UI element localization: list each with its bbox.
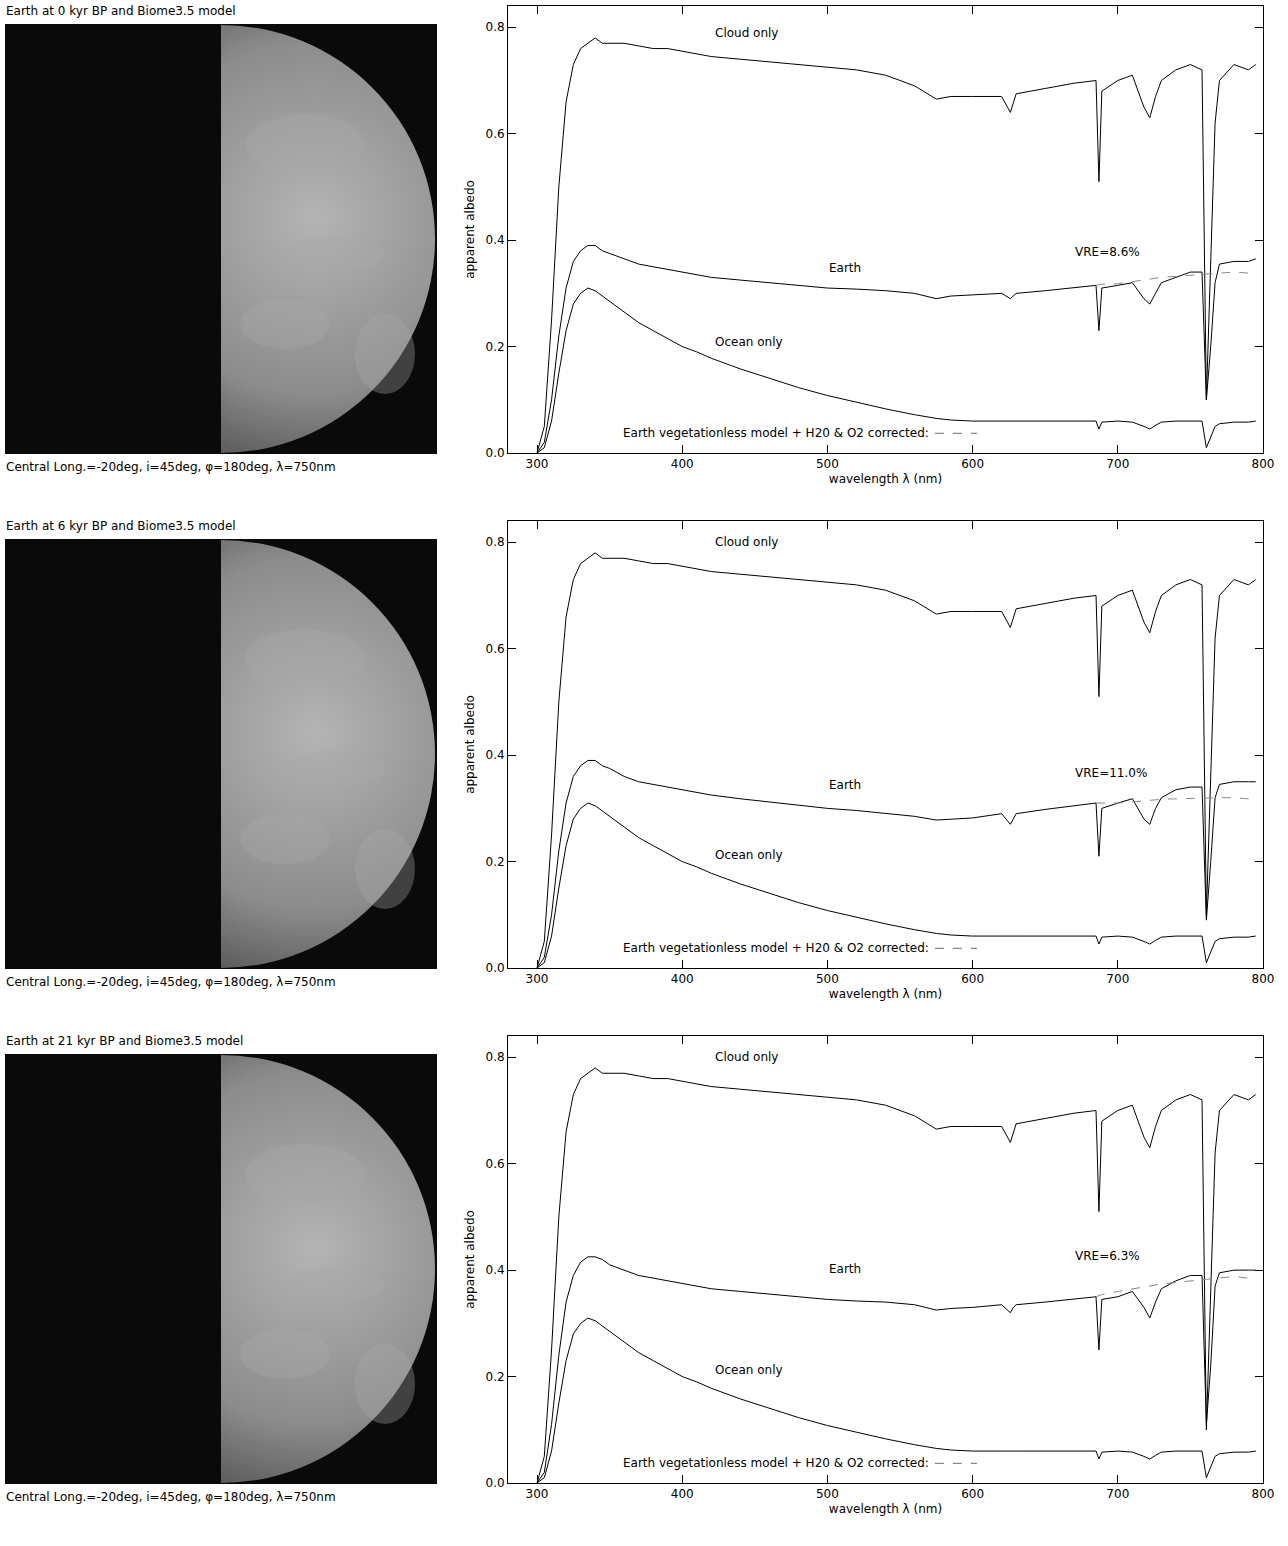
svg-text:Cloud only: Cloud only <box>715 1050 778 1064</box>
html-text:Central Long.=-20deg, i=45deg,: Central Long.=-20deg, i=45deg, φ=180deg,… <box>6 975 336 989</box>
svg-text:0.0: 0.0 <box>486 1476 505 1490</box>
svg-text:Earth: Earth <box>829 261 861 275</box>
svg-text:800: 800 <box>1252 1487 1275 1501</box>
svg-text:VRE=6.3%: VRE=6.3% <box>1075 1249 1140 1263</box>
svg-text:VRE=11.0%: VRE=11.0% <box>1075 766 1147 780</box>
svg-text:300: 300 <box>526 1487 549 1501</box>
svg-text:800: 800 <box>1252 457 1275 471</box>
svg-text:Earth: Earth <box>829 778 861 792</box>
svg-text:wavelength λ (nm): wavelength λ (nm) <box>829 987 942 1001</box>
svg-text:600: 600 <box>961 972 984 986</box>
svg-text:700: 700 <box>1106 972 1129 986</box>
svg-text:Ocean only: Ocean only <box>715 848 783 862</box>
svg-text:0.2: 0.2 <box>486 855 505 869</box>
svg-text:apparent albedo: apparent albedo <box>463 180 477 279</box>
svg-text:0.2: 0.2 <box>486 340 505 354</box>
html-text:Earth at 0 kyr BP and Biome3.5: Earth at 0 kyr BP and Biome3.5 model <box>6 4 236 18</box>
svg-text:0.6: 0.6 <box>486 1157 505 1171</box>
svg-text:300: 300 <box>526 457 549 471</box>
html-text:Earth at 6 kyr BP and Biome3.5: Earth at 6 kyr BP and Biome3.5 model <box>6 519 236 533</box>
svg-text:Earth vegetationless model + H: Earth vegetationless model + H20 & O2 co… <box>623 426 929 440</box>
svg-text:300: 300 <box>526 972 549 986</box>
svg-text:400: 400 <box>671 457 694 471</box>
html-text:Earth at 21 kyr BP and Biome3.: Earth at 21 kyr BP and Biome3.5 model <box>6 1034 244 1048</box>
svg-text:700: 700 <box>1106 1487 1129 1501</box>
svg-text:Earth vegetationless model + H: Earth vegetationless model + H20 & O2 co… <box>623 941 929 955</box>
svg-text:400: 400 <box>671 1487 694 1501</box>
svg-text:VRE=8.6%: VRE=8.6% <box>1075 245 1140 259</box>
svg-text:Cloud only: Cloud only <box>715 26 778 40</box>
svg-text:Earth vegetationless model + H: Earth vegetationless model + H20 & O2 co… <box>623 1456 929 1470</box>
html-text:Central Long.=-20deg, i=45deg,: Central Long.=-20deg, i=45deg, φ=180deg,… <box>6 1490 336 1504</box>
svg-text:0.8: 0.8 <box>486 535 505 549</box>
svg-text:Ocean only: Ocean only <box>715 1363 783 1377</box>
svg-text:400: 400 <box>671 972 694 986</box>
svg-text:600: 600 <box>961 457 984 471</box>
svg-text:800: 800 <box>1252 972 1275 986</box>
html-text:Central Long.=-20deg, i=45deg,: Central Long.=-20deg, i=45deg, φ=180deg,… <box>6 460 336 474</box>
svg-text:0.0: 0.0 <box>486 446 505 460</box>
svg-text:500: 500 <box>816 457 839 471</box>
svg-text:500: 500 <box>816 972 839 986</box>
svg-text:Ocean only: Ocean only <box>715 335 783 349</box>
svg-text:wavelength λ (nm): wavelength λ (nm) <box>829 1502 942 1516</box>
svg-text:0.8: 0.8 <box>486 20 505 34</box>
svg-text:Earth: Earth <box>829 1262 861 1276</box>
svg-text:0.6: 0.6 <box>486 642 505 656</box>
svg-text:0.2: 0.2 <box>486 1370 505 1384</box>
svg-text:apparent albedo: apparent albedo <box>463 695 477 794</box>
svg-text:0.4: 0.4 <box>486 1263 505 1277</box>
svg-text:wavelength λ (nm): wavelength λ (nm) <box>829 472 942 486</box>
svg-text:0.0: 0.0 <box>486 961 505 975</box>
svg-text:0.4: 0.4 <box>486 748 505 762</box>
svg-text:500: 500 <box>816 1487 839 1501</box>
svg-text:0.4: 0.4 <box>486 233 505 247</box>
svg-text:Cloud only: Cloud only <box>715 535 778 549</box>
svg-text:0.6: 0.6 <box>486 127 505 141</box>
svg-text:600: 600 <box>961 1487 984 1501</box>
svg-text:700: 700 <box>1106 457 1129 471</box>
svg-text:apparent albedo: apparent albedo <box>463 1210 477 1309</box>
svg-text:0.8: 0.8 <box>486 1050 505 1064</box>
